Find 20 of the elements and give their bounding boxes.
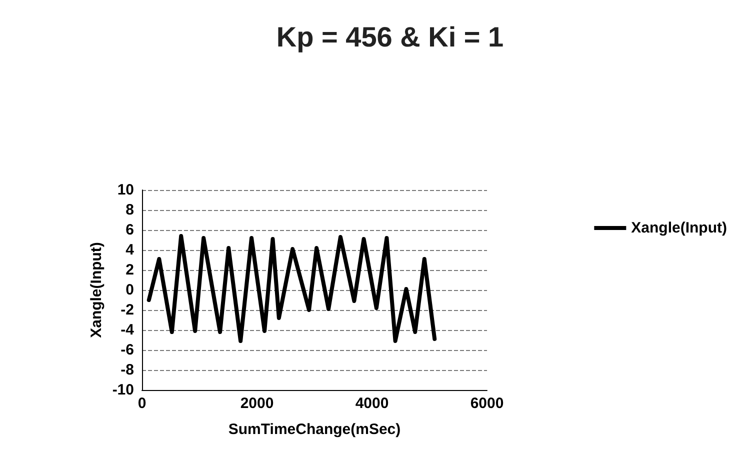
y-tick-label: 8 [126, 202, 134, 218]
y-axis-title: Xangle(Input) [88, 242, 105, 338]
chart-title: Kp = 456 & Ki = 1 [276, 22, 504, 52]
x-axis-title: SumTimeChange(mSec) [228, 421, 401, 438]
y-tick-label: -10 [112, 382, 134, 398]
y-tick-label: -8 [120, 362, 134, 378]
x-tick-label: 4000 [355, 395, 389, 412]
x-tick-label: 6000 [470, 395, 504, 412]
y-tick-label: 10 [117, 182, 134, 198]
y-tick-label: 2 [126, 262, 134, 278]
y-tick-label: 6 [126, 222, 134, 238]
x-tick-label: 2000 [240, 395, 274, 412]
y-tick-label: 0 [126, 282, 134, 298]
y-tick-label: -6 [120, 342, 134, 358]
y-tick-label: -4 [120, 322, 135, 338]
x-tick-label: 0 [138, 395, 146, 412]
legend-label: Xangle(Input) [631, 220, 728, 236]
line-series [146, 234, 437, 343]
y-tick-label: -2 [120, 302, 134, 318]
y-tick-label: 4 [126, 242, 135, 258]
